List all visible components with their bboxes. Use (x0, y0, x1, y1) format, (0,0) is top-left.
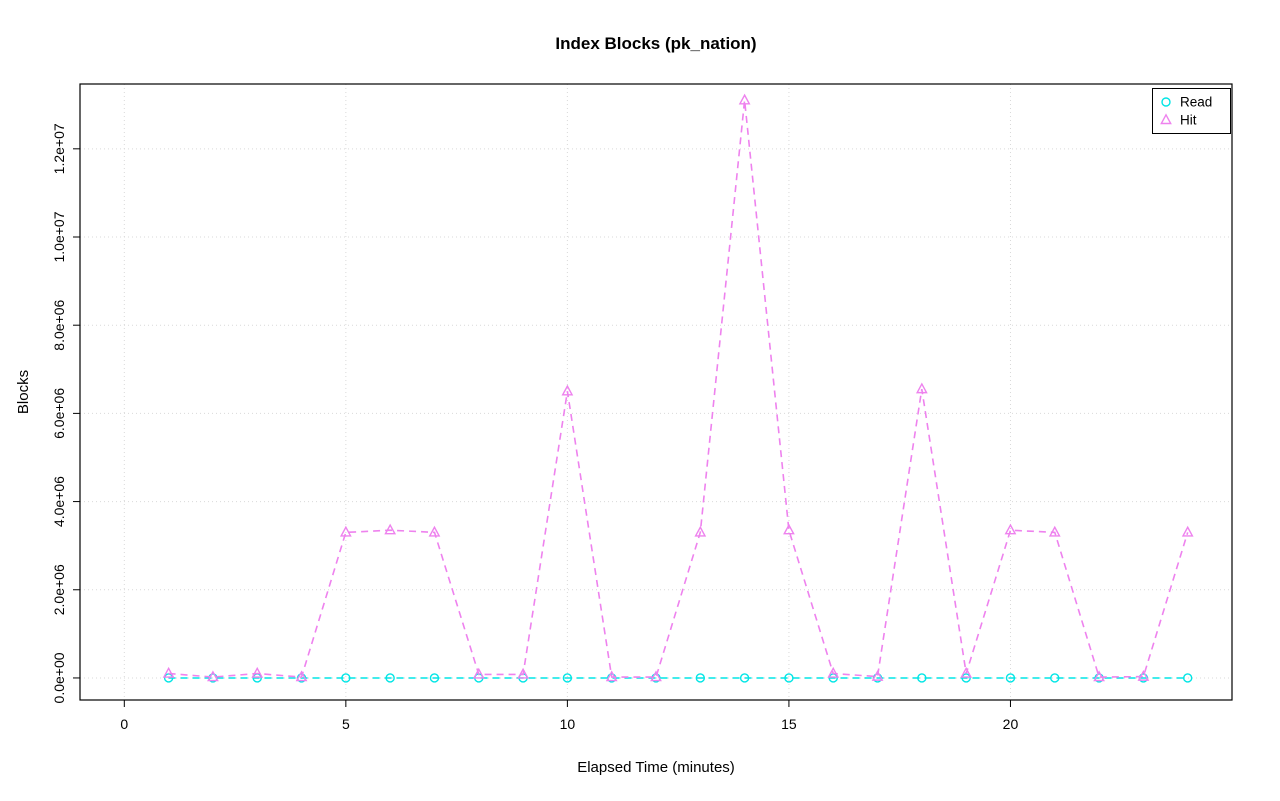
series-line (168, 100, 1189, 678)
data-point-marker (739, 673, 750, 683)
data-point-marker (694, 525, 707, 537)
data-point-marker (784, 673, 794, 683)
x-tick-label: 10 (560, 716, 576, 732)
data-point-marker (1004, 523, 1017, 535)
data-point-marker (1048, 525, 1061, 537)
legend-label-read: Read (1180, 95, 1212, 110)
legend-box (1152, 88, 1231, 134)
y-axis: 0.0e+00 2.0e+06 4.0e+06 6.0e+06 8.0e+06 1.0e+… (51, 123, 80, 703)
y-axis-label: Blocks (15, 370, 32, 414)
data-point-marker (738, 93, 751, 105)
data-point-marker (960, 666, 973, 678)
x-axis-label: Elapsed Time (minutes) (577, 759, 735, 776)
data-point-marker (162, 666, 175, 678)
data-point-marker (1050, 673, 1060, 683)
data-point-marker (341, 673, 351, 683)
plot-area: 0 5 10 15 20 0.0e+00 2.0e+06 4.0e+06 6.0e+06 8.0e… (51, 83, 1233, 732)
data-point-marker (827, 666, 840, 678)
y-tick-label: 1.2e+07 (51, 123, 67, 174)
data-point-marker (385, 673, 395, 683)
data-point-marker (783, 523, 795, 535)
data-point-marker (1161, 97, 1171, 107)
legend-label-hit: Hit (1180, 113, 1197, 128)
data-point-marker (605, 670, 618, 682)
data-point-marker (871, 669, 884, 681)
y-tick-label: 0.0e+00 (51, 652, 67, 703)
data-point-marker (915, 382, 928, 394)
data-point-marker (1181, 525, 1194, 537)
y-tick-label: 4.0e+06 (51, 476, 67, 527)
y-tick-label: 2.0e+06 (51, 564, 67, 615)
data-point-marker (562, 673, 573, 683)
data-point-marker (1182, 673, 1193, 683)
y-tick-label: 8.0e+06 (51, 299, 67, 350)
data-point-marker (1160, 113, 1172, 125)
data-point-marker (1093, 670, 1105, 682)
data-point-marker (517, 667, 529, 679)
data-point-marker (1137, 669, 1150, 681)
y-tick-label: 1.0e+07 (51, 211, 67, 262)
data-point-marker (1005, 673, 1016, 683)
series-hit (162, 93, 1194, 682)
legend: Read Hit (1152, 88, 1231, 134)
data-point-marker (917, 673, 927, 683)
x-tick-label: 0 (120, 716, 128, 732)
data-point-marker (295, 670, 308, 682)
plot-border (79, 83, 1233, 701)
data-point-marker (429, 673, 440, 683)
data-point-marker (695, 673, 706, 683)
x-tick-label: 5 (342, 716, 350, 732)
grid (80, 84, 1232, 700)
data-point-marker (384, 523, 397, 535)
chart-title: Index Blocks (pk_nation) (555, 34, 756, 53)
x-tick-label: 20 (1003, 716, 1019, 732)
series-read (163, 673, 1193, 683)
x-axis: 0 5 10 15 20 (120, 700, 1018, 732)
data-point-marker (339, 525, 352, 537)
y-tick-label: 6.0e+06 (51, 388, 67, 439)
data-point-marker (561, 384, 574, 396)
data-point-marker (650, 670, 662, 682)
data-point-marker (207, 670, 219, 682)
data-point-marker (961, 673, 971, 683)
data-point-marker (428, 525, 441, 537)
data-point-marker (251, 666, 264, 678)
x-tick-label: 15 (781, 716, 797, 732)
data-point-marker (472, 667, 485, 679)
